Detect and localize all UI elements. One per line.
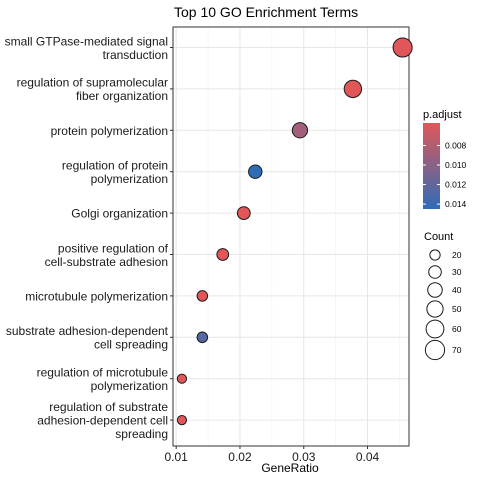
size-legend-label: 20 <box>452 250 462 260</box>
size-legend-title: Count <box>424 231 453 243</box>
plot-area: small GTPase-mediated signal transduction… <box>5 26 413 464</box>
size-legend-circle <box>429 249 441 261</box>
x-axis-title: GeneRatio <box>261 461 319 475</box>
x-tick-label: 0.02 <box>228 450 252 464</box>
size-legend-label: 30 <box>452 267 462 277</box>
panel-border <box>172 26 410 447</box>
color-legend-label: 0.014 <box>445 199 467 209</box>
size-legend-circle <box>425 319 445 339</box>
color-legend-label: 0.010 <box>445 160 467 170</box>
data-point <box>343 79 363 99</box>
color-legend: 0.008 0.010 0.012 0.014 <box>423 123 467 209</box>
x-tick-label: 0.04 <box>356 450 380 464</box>
x-tick-label: 0.03 <box>292 450 316 464</box>
color-legend-title: p.adjust <box>423 109 462 121</box>
size-legend-circle <box>426 300 444 318</box>
color-legend-label: 0.012 <box>445 180 467 190</box>
y-tick-label: substrate adhesion-dependent cell spreadi… <box>6 324 169 352</box>
data-point <box>236 206 251 221</box>
data-point <box>291 122 309 139</box>
size-legend-circle <box>428 265 442 279</box>
y-tick-label: Golgi organization <box>71 207 168 221</box>
y-tick-label: regulation of substrate adhesion-dependen… <box>37 400 168 441</box>
y-tick-label: positive regulation of cell-substrate adh… <box>45 241 169 269</box>
size-legend-circle <box>424 339 446 361</box>
size-legend-label: 40 <box>452 285 462 295</box>
y-tick-label: small GTPase-mediated signal transduction <box>5 34 168 62</box>
data-point <box>196 331 209 344</box>
y-tick-label: regulation of microtubule polymerization <box>37 365 169 393</box>
x-tick-label: 0.01 <box>165 450 189 464</box>
size-legend-label: 70 <box>452 345 462 355</box>
y-tick-label: microtubule polymerization <box>25 289 168 303</box>
y-tick-label: protein polymerization <box>51 124 168 138</box>
data-point <box>216 248 230 261</box>
y-tick-label: regulation of protein polymerization <box>62 158 168 186</box>
y-tick-label: regulation of supramolecular fiber organi… <box>17 76 168 104</box>
data-point <box>392 37 413 58</box>
data-point <box>196 290 209 302</box>
size-legend-label: 60 <box>452 324 462 334</box>
size-legend-circle <box>427 282 443 298</box>
size-legend-label: 50 <box>452 304 462 314</box>
data-point <box>176 373 188 384</box>
data-point <box>248 164 263 179</box>
size-legend: 20 30 40 50 60 70 <box>424 249 462 361</box>
color-legend-bar <box>423 123 440 209</box>
chart-title: Top 10 GO Enrichment Terms <box>174 4 358 20</box>
color-legend-label: 0.008 <box>445 140 467 150</box>
data-point <box>176 415 188 426</box>
